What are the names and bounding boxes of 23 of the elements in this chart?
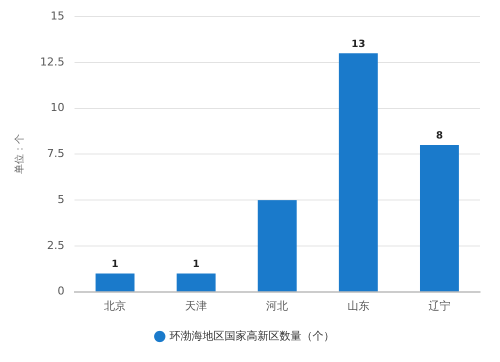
bar	[258, 200, 297, 292]
x-tick-label: 河北	[266, 299, 288, 312]
x-tick-label: 天津	[185, 299, 208, 312]
y-tick-label: 0	[57, 284, 64, 298]
y-axis-title: 单位：个	[14, 134, 26, 174]
legend-label: 环渤海地区国家高新区数量（个）	[169, 329, 334, 342]
data-label: 8	[436, 130, 443, 142]
x-tick-label: 山东	[347, 299, 370, 312]
data-label: 13	[351, 38, 366, 50]
y-tick-label: 15	[50, 9, 64, 22]
y-tick-label: 5	[57, 192, 64, 206]
data-label: 1	[192, 259, 200, 270]
bar	[338, 53, 378, 292]
data-label: 1	[112, 259, 119, 270]
x-tick-label: 辽宁	[428, 299, 450, 312]
x-tick-label: 北京	[104, 299, 126, 312]
y-tick-label: 12.5	[40, 55, 64, 68]
y-tick-label: 10	[50, 101, 64, 114]
bar	[96, 273, 135, 292]
y-tick-label: 2.5	[46, 238, 64, 252]
bar	[420, 145, 459, 292]
y-tick-label: 7.5	[46, 147, 64, 160]
bar	[176, 273, 216, 292]
